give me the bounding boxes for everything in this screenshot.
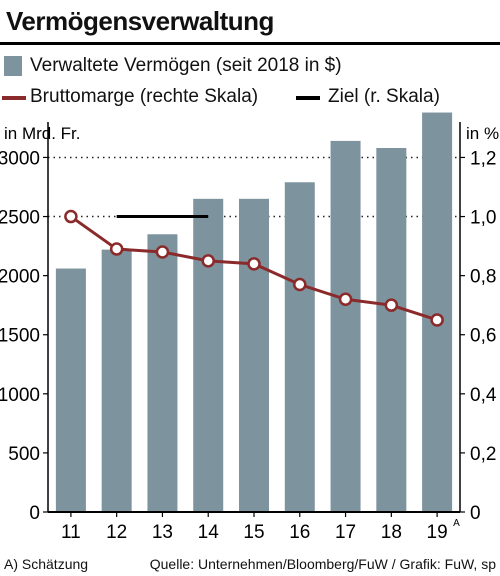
legend-label-margin: Bruttomarge (rechte Skala): [30, 86, 259, 107]
legend-label-target: Ziel (r. Skala): [328, 86, 440, 107]
x-tick-label-15: 15: [243, 522, 264, 543]
margin-point-12: [109, 242, 124, 256]
right-axis-label: in %: [466, 124, 499, 143]
right-tick-label-0,8: 0,8: [470, 267, 496, 288]
left-tick-label-500: 500: [8, 444, 40, 465]
margin-point-15: [247, 257, 261, 271]
right-tick-label-0,2: 0,2: [470, 444, 496, 465]
source-note: Quelle: Unternehmen/Bloomberg/FuW / Graf…: [149, 556, 496, 572]
right-tick-label-0,6: 0,6: [470, 326, 496, 347]
bar-16: [284, 182, 315, 513]
chart-title: Vermögensverwaltung: [6, 6, 274, 36]
legend-swatch-margin: [2, 96, 26, 100]
bar-13: [147, 234, 178, 513]
margin-point-14: [201, 254, 215, 268]
legend-swatch-target: [296, 96, 320, 100]
footnote: A) Schätzung: [4, 556, 89, 572]
margin-point-19: [430, 313, 444, 327]
right-tick-label-0,4: 0,4: [470, 385, 497, 406]
margin-point-16: [293, 277, 307, 292]
bar-15: [239, 198, 269, 512]
left-tick-label-2000: 2000: [0, 267, 40, 288]
bar-12: [101, 249, 132, 513]
x-tick-label-11: 11: [61, 522, 81, 543]
x-tick-label-19: 19: [427, 522, 448, 543]
left-tick-label-2500: 2500: [0, 208, 40, 229]
x-tick-label-18: 18: [381, 522, 402, 543]
legend-label-assets: Verwaltete Vermögen (seit 2018 in $): [30, 55, 342, 76]
left-tick-label-1500: 1500: [0, 326, 40, 347]
margin-point-11: [64, 209, 78, 224]
margin-point-18: [384, 298, 399, 312]
x-tick-label-17: 17: [335, 522, 356, 543]
right-tick-label-1,0: 1,0: [470, 208, 496, 229]
bar-11: [55, 268, 86, 512]
bar-14: [193, 198, 224, 512]
margin-point-17: [338, 292, 353, 307]
left-axis-label: in Mrd. Fr.: [4, 124, 81, 143]
margin-point-13: [155, 245, 170, 259]
bar-17: [330, 140, 361, 512]
right-tick-label-1,2: 1,2: [470, 148, 496, 169]
left-tick-label-0: 0: [29, 503, 40, 524]
x-tick-label-16: 16: [289, 522, 310, 543]
bar-18: [376, 148, 407, 512]
x-tick-label-12: 12: [106, 522, 127, 543]
x-tick-label-13: 13: [152, 522, 173, 543]
x-tick-superscript-19: A: [453, 518, 460, 529]
left-tick-label-3000: 3000: [0, 148, 40, 169]
left-tick-label-1000: 1000: [0, 385, 40, 406]
x-tick-label-14: 14: [198, 522, 220, 543]
title-rule: [0, 42, 500, 45]
legend-swatch-assets: [4, 56, 22, 76]
bar-19: [422, 112, 453, 512]
right-tick-label-0: 0: [470, 503, 481, 524]
